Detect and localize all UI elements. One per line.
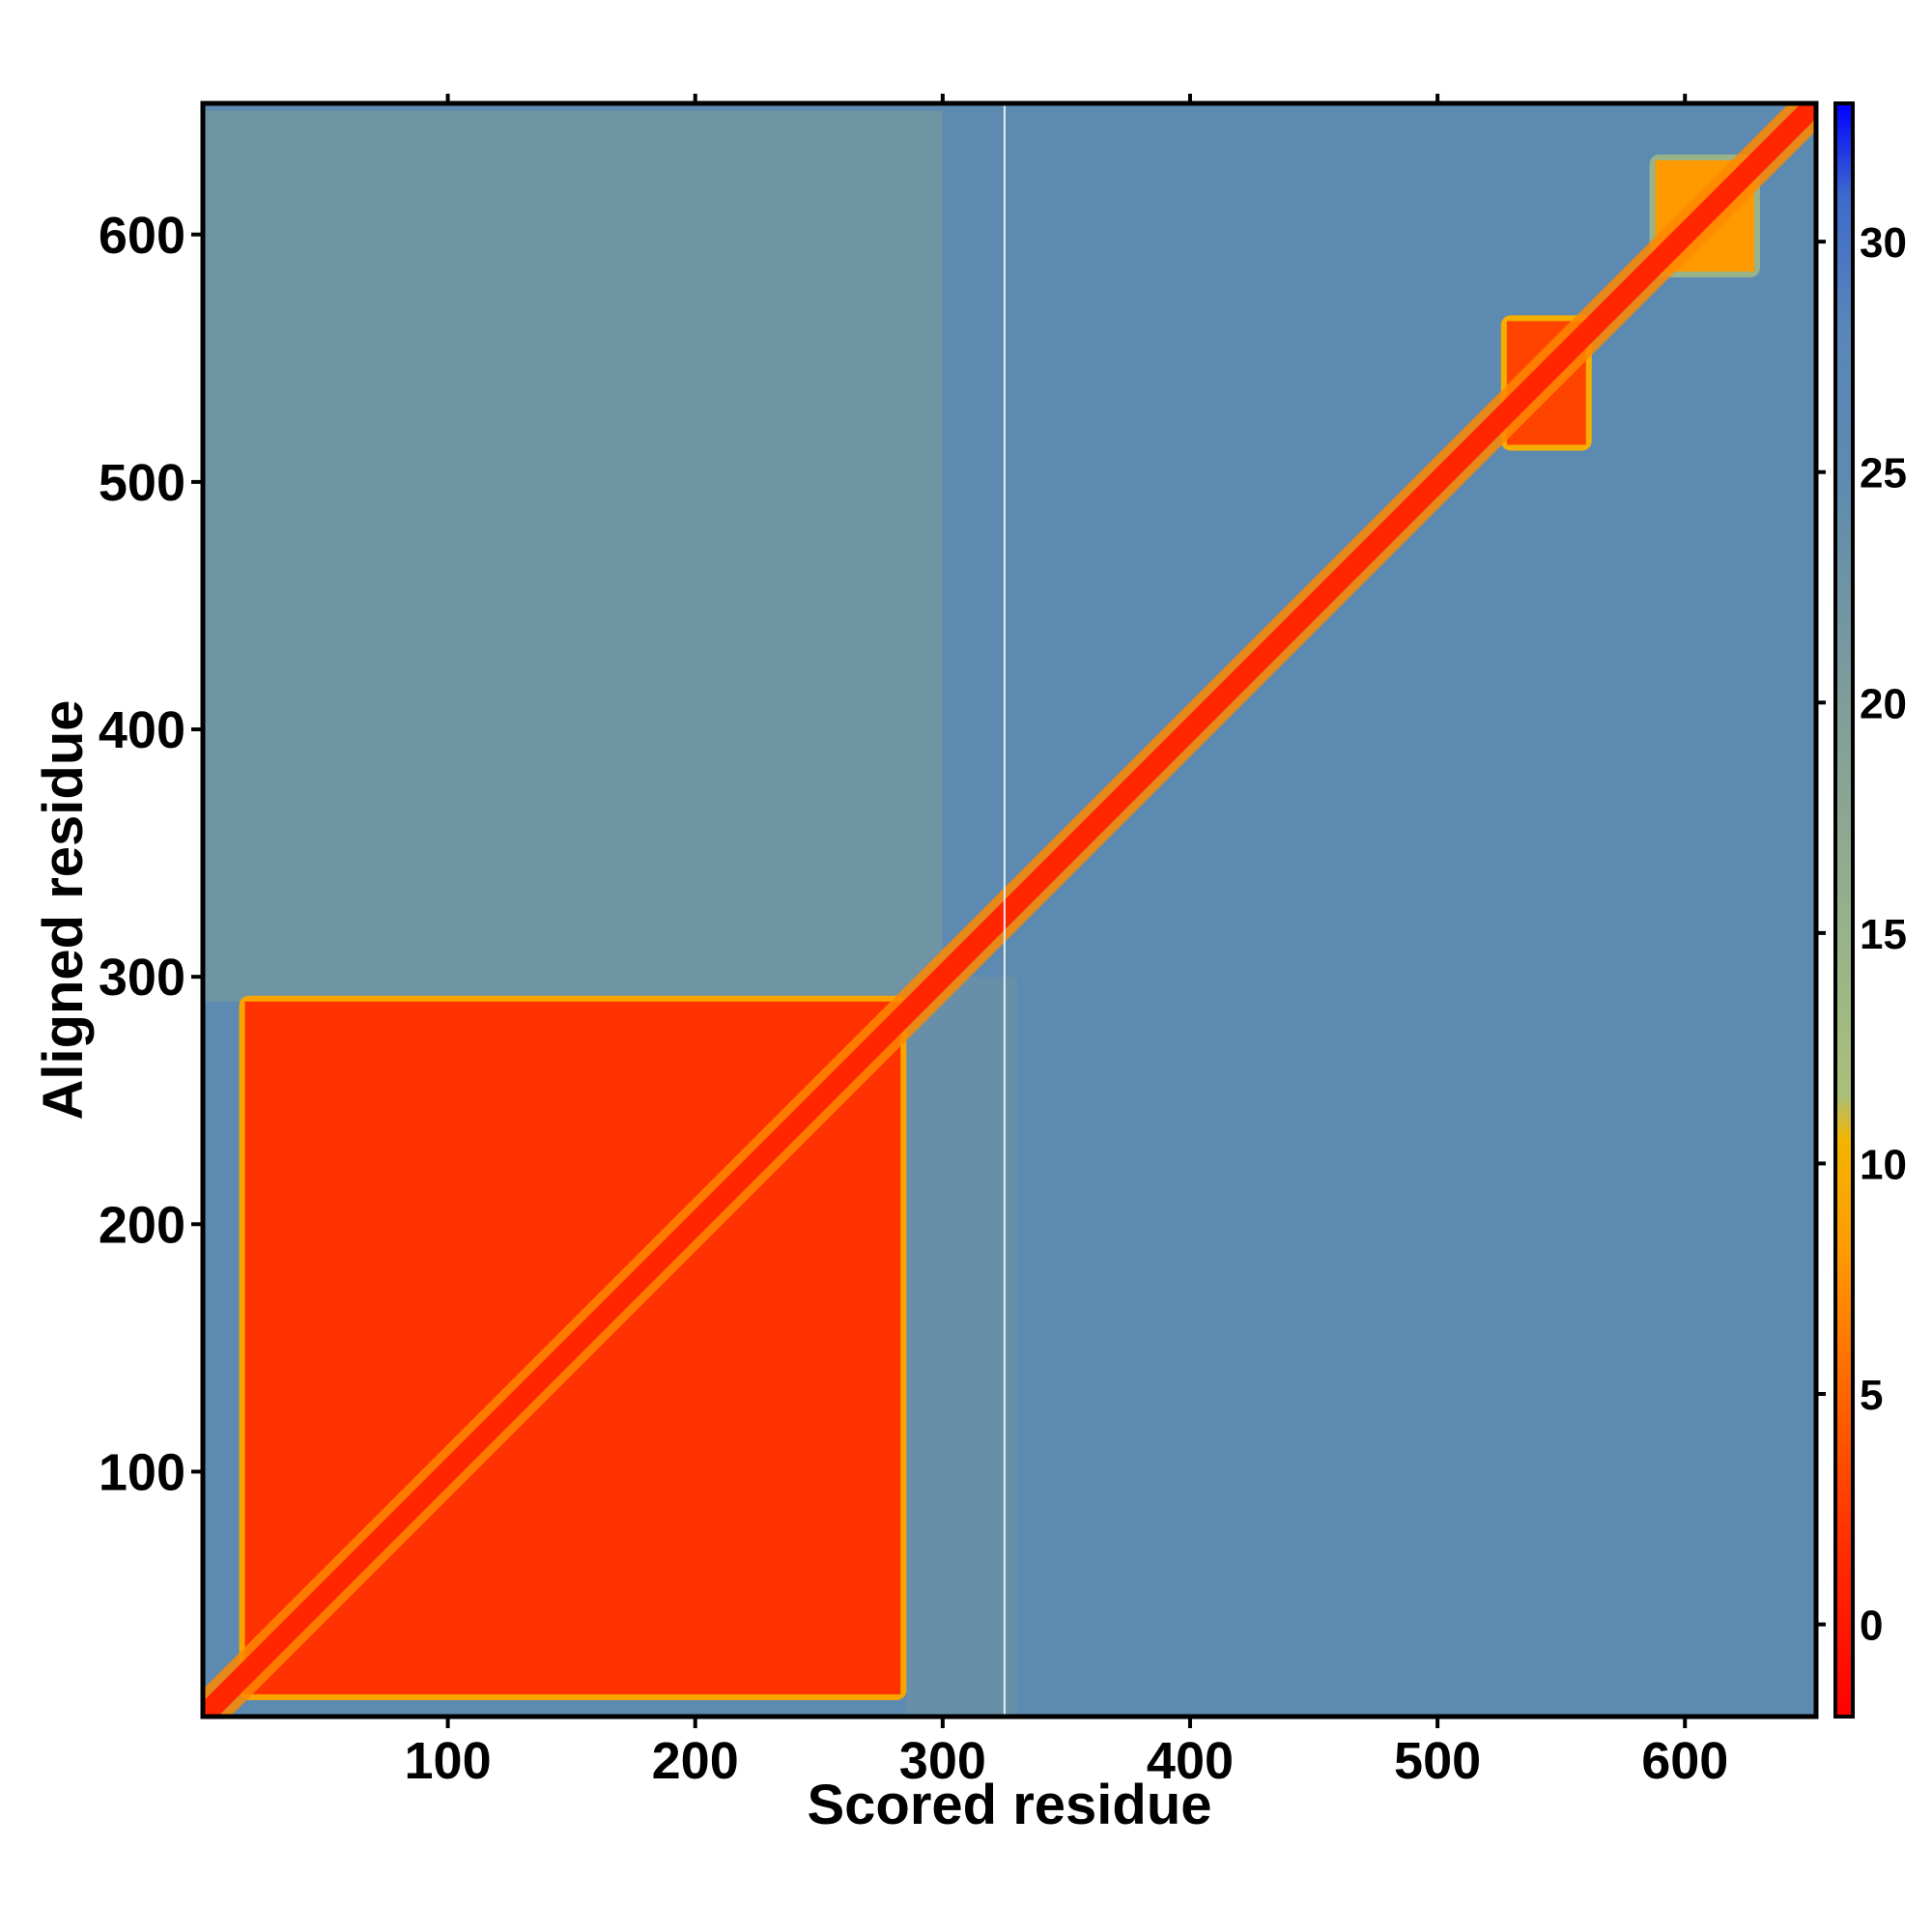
colorbar-tick-label: 10 — [1860, 1141, 1907, 1188]
colorbar-tick-label: 15 — [1860, 911, 1907, 958]
x-tick-label: 400 — [1147, 1732, 1234, 1790]
x-tick-label: 100 — [405, 1732, 492, 1790]
colorbar-tick-label: 5 — [1860, 1372, 1883, 1419]
colorbar-tick-label: 30 — [1860, 219, 1907, 267]
x-axis: 100 200 300 400 500 600 — [405, 94, 1728, 1790]
y-tick-label: 200 — [99, 1196, 185, 1254]
y-axis-title: Aligned residue — [32, 699, 95, 1120]
plot-frame — [200, 100, 1819, 1719]
y-tick-label: 300 — [99, 949, 185, 1007]
x-axis-title: Scored residue — [807, 1774, 1211, 1836]
y-axis: 100 200 300 400 500 600 — [99, 207, 203, 1501]
y-tick-label: 600 — [99, 207, 185, 265]
y-tick-label: 400 — [99, 701, 185, 759]
colorbar-axis: 0 5 10 15 20 25 30 — [1816, 219, 1907, 1650]
colorbar-tick-label: 0 — [1860, 1603, 1883, 1650]
colorbar-frame — [1833, 101, 1855, 1719]
x-tick-label: 600 — [1641, 1732, 1728, 1790]
x-tick-label: 300 — [899, 1732, 986, 1790]
y-tick-label: 100 — [99, 1443, 185, 1501]
heatmap-band — [905, 977, 1017, 1717]
heatmap-diagonal — [203, 103, 1816, 1717]
colorbar: 0 5 10 15 20 25 30 — [1816, 101, 1907, 1719]
colorbar-tick-label: 20 — [1860, 680, 1907, 727]
x-tick-label: 500 — [1394, 1732, 1481, 1790]
x-tick-label: 200 — [652, 1732, 739, 1790]
heatmap-area — [203, 103, 1816, 1717]
y-tick-label: 500 — [99, 454, 185, 512]
colorbar-tick-label: 25 — [1860, 450, 1907, 497]
colorbar-gradient — [1835, 103, 1853, 1717]
heatmap-band — [203, 110, 943, 1002]
